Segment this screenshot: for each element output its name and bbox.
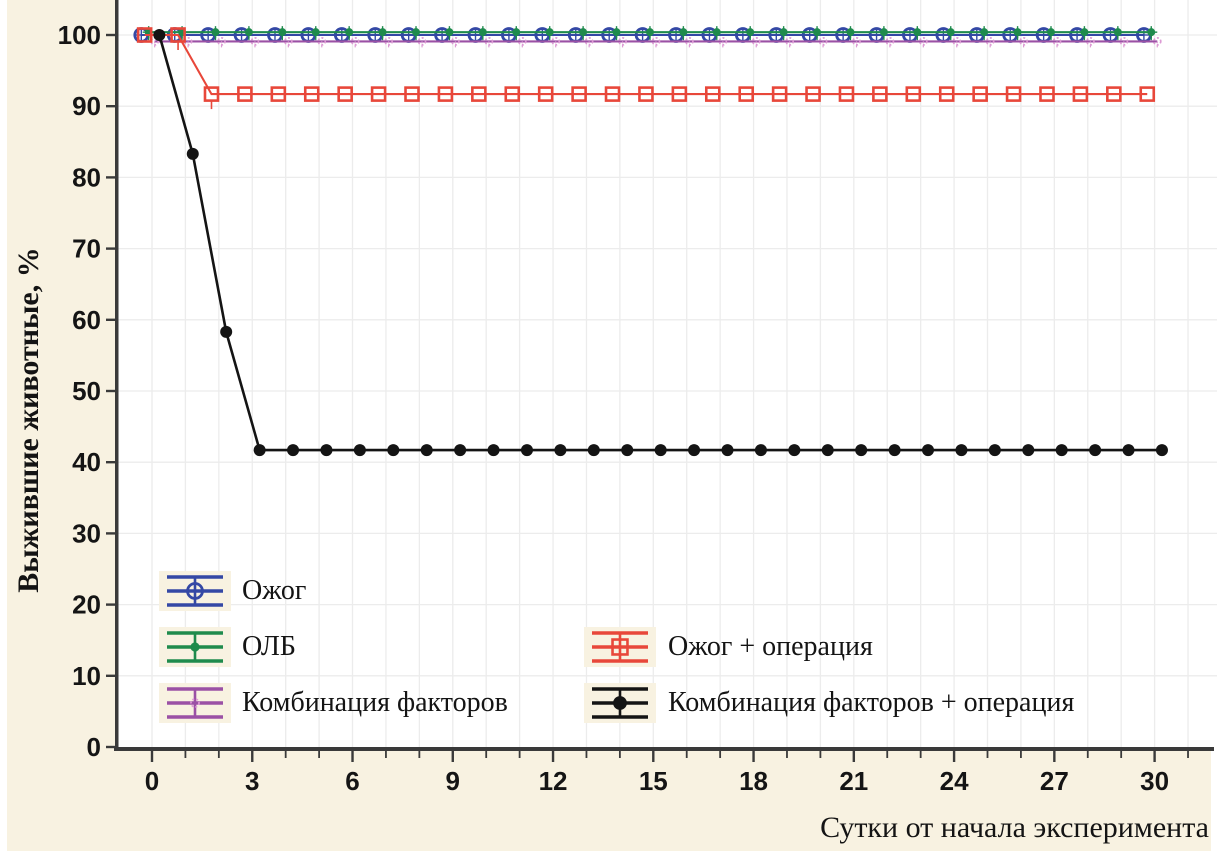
svg-text:60: 60 (72, 305, 101, 335)
svg-text:0: 0 (145, 766, 159, 796)
svg-text:18: 18 (739, 766, 768, 796)
svg-text:24: 24 (940, 766, 969, 796)
legend-symbol-2 (159, 683, 231, 723)
y-axis-title: Выжившие животные, % (12, 247, 45, 593)
legend-label-ozhog: Ожог (242, 575, 307, 606)
legend-label-kombinaciya-faktorov: Комбинация факторов (242, 687, 508, 718)
gridlines (117, 0, 1217, 747)
svg-text:40: 40 (72, 447, 101, 477)
svg-text:0: 0 (87, 732, 101, 762)
svg-text:27: 27 (1040, 766, 1069, 796)
svg-text:100: 100 (58, 20, 101, 50)
svg-text:10: 10 (72, 661, 101, 691)
svg-text:20: 20 (72, 590, 101, 620)
series-2 (150, 37, 1162, 49)
legend-symbol-3 (584, 627, 656, 667)
legend-symbol-1 (159, 627, 231, 667)
svg-text:80: 80 (72, 162, 101, 192)
legend-label-ozhog-operaciya: Ожог + операция (668, 631, 873, 662)
legend-label-olb: ОЛБ (242, 631, 296, 662)
svg-text:6: 6 (345, 766, 359, 796)
svg-text:50: 50 (72, 376, 101, 406)
legend-symbol-0 (159, 571, 231, 611)
legend-symbol-4 (584, 683, 656, 723)
series-1 (142, 26, 1158, 41)
tick-labels: 0 10 20 30 40 50 60 70 80 90 100 0 3 6 9 12 15 18 21 24 27 30 (58, 20, 1169, 796)
series-4 (153, 29, 1168, 457)
svg-text:15: 15 (639, 766, 668, 796)
axes (106, 0, 1214, 762)
svg-text:3: 3 (245, 766, 259, 796)
svg-text:9: 9 (446, 766, 460, 796)
svg-text:21: 21 (839, 766, 868, 796)
x-axis-title: Сутки от начала эксперимента (820, 811, 1209, 844)
svg-text:70: 70 (72, 234, 101, 264)
legend-label-kombinaciya-operaciya: Комбинация факторов + операция (668, 687, 1075, 718)
series-3 (136, 27, 1156, 110)
svg-text:12: 12 (539, 766, 568, 796)
svg-text:30: 30 (72, 518, 101, 548)
chart-background (7, 0, 1217, 851)
svg-text:90: 90 (72, 91, 101, 121)
svg-text:30: 30 (1140, 766, 1169, 796)
